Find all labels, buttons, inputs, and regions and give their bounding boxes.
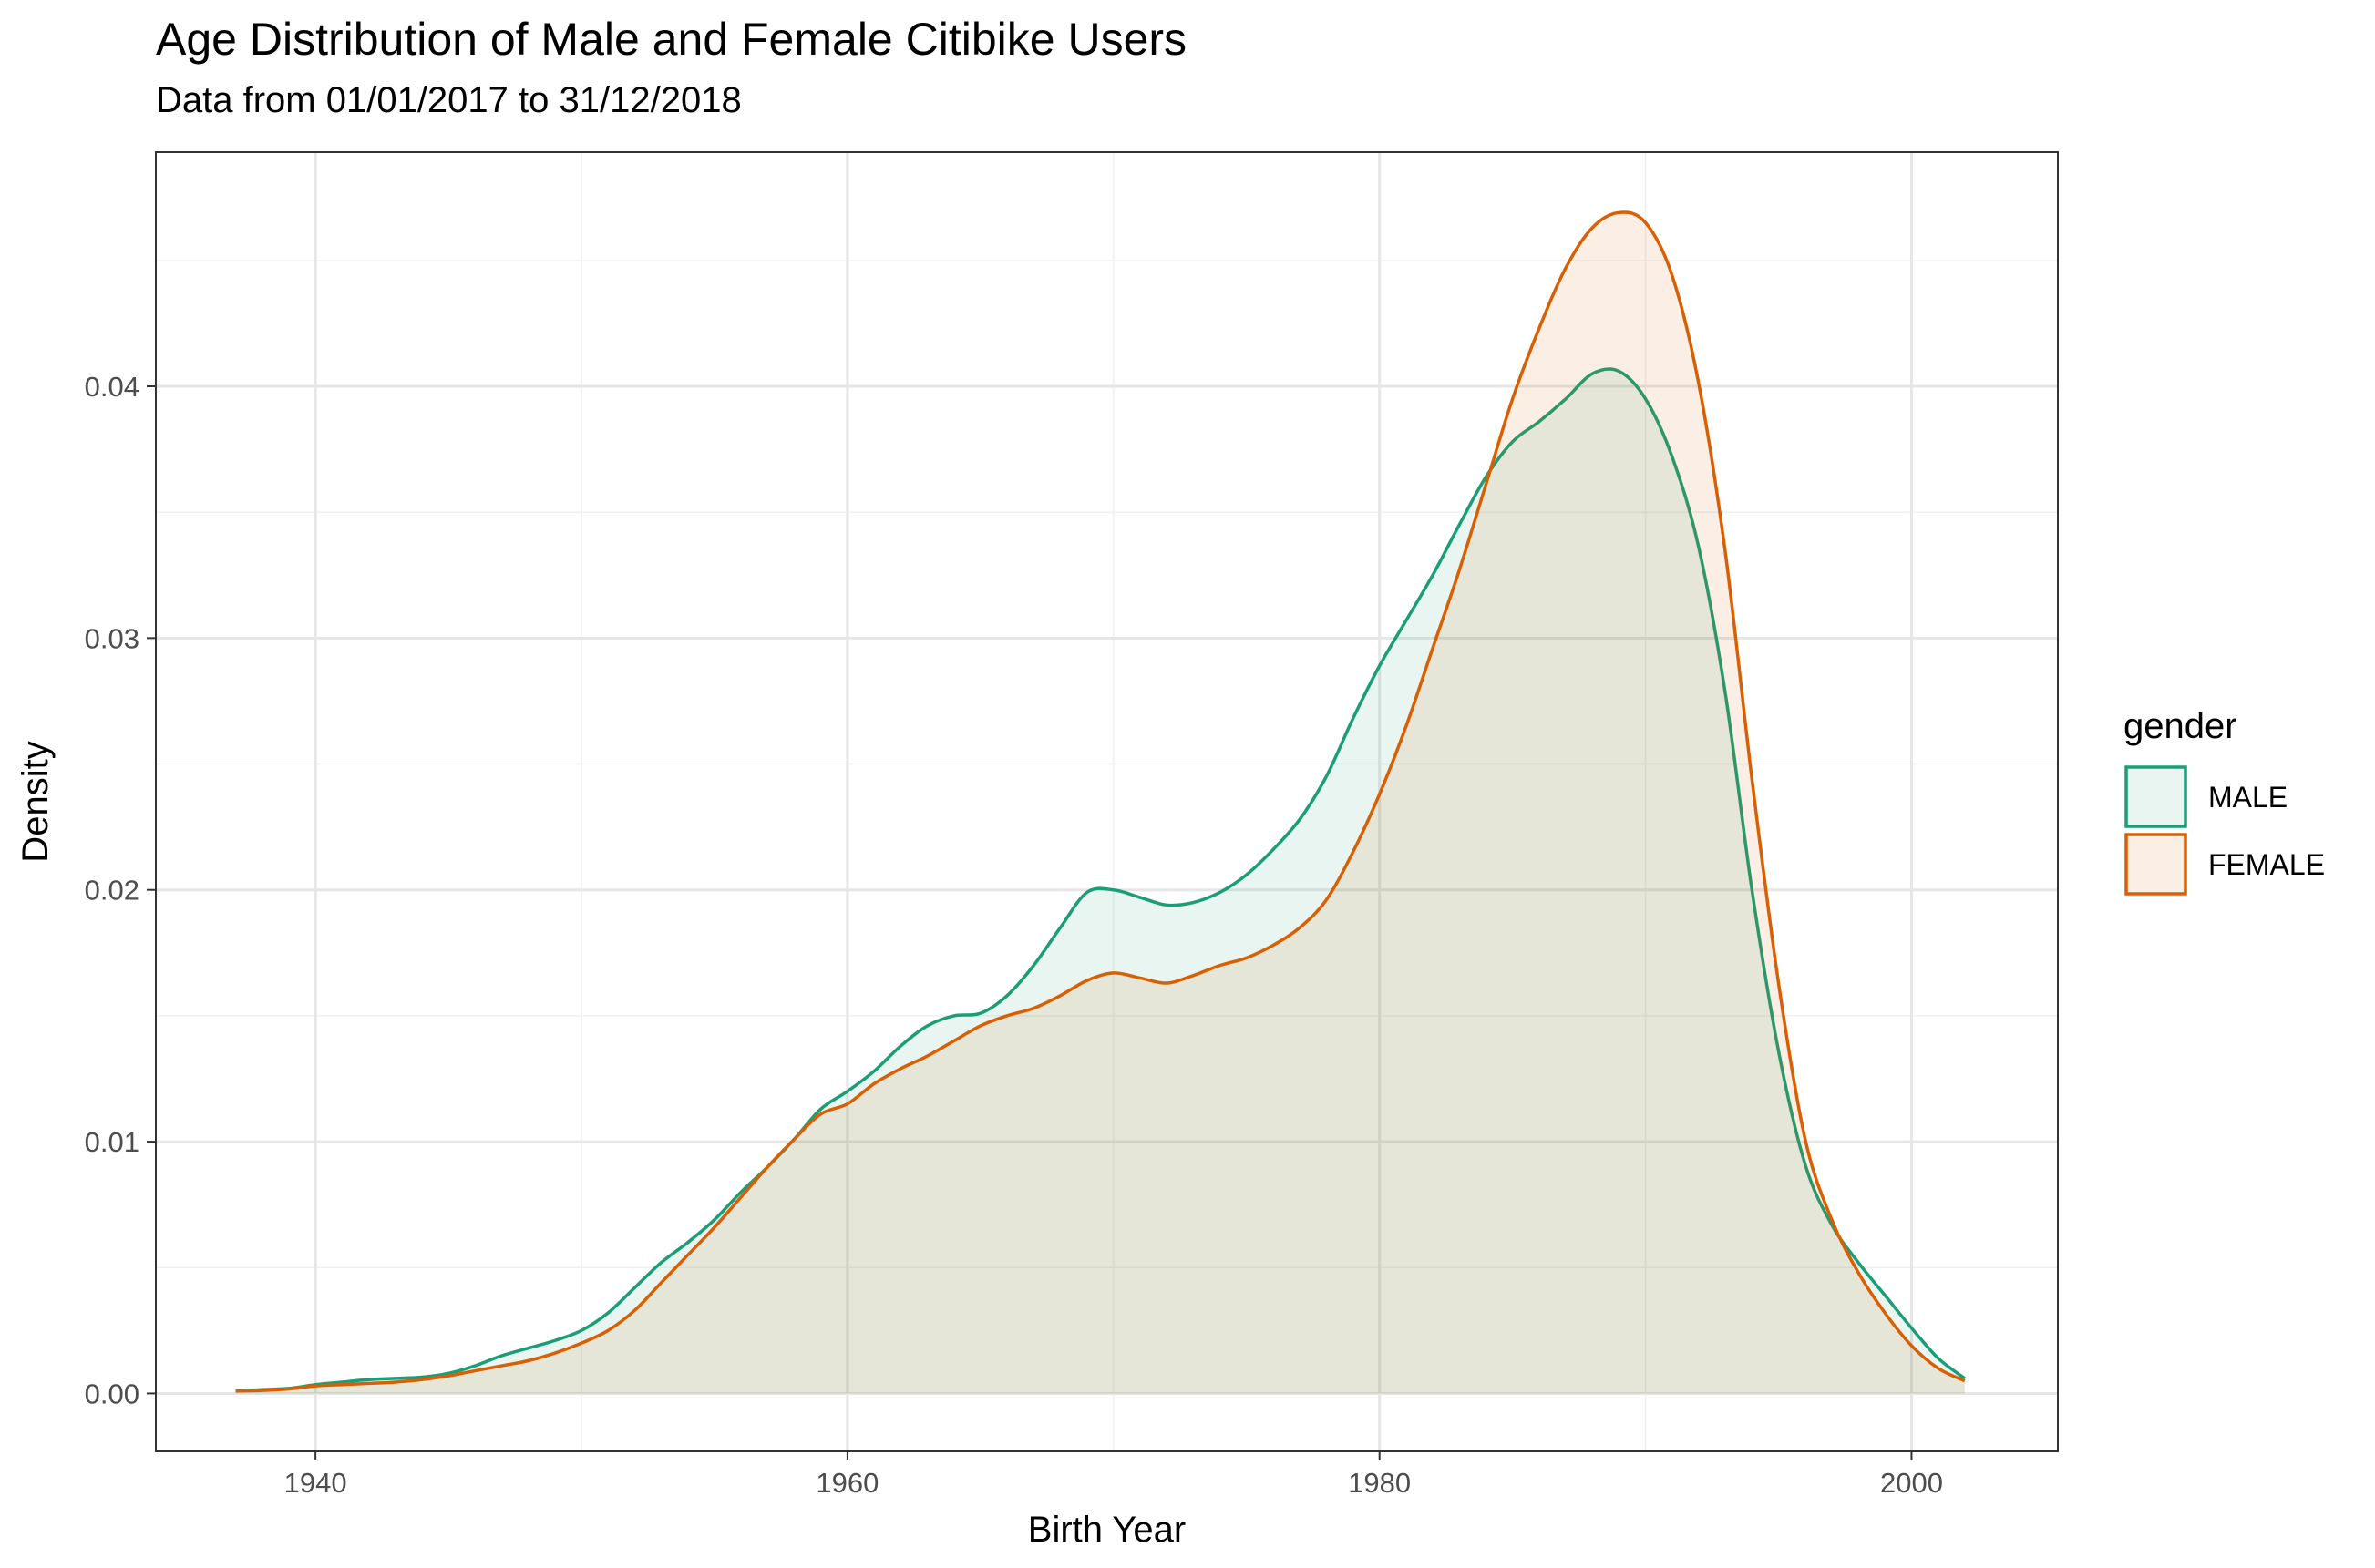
axis-ticks bbox=[147, 385, 1913, 1460]
density-area-female bbox=[235, 212, 1965, 1394]
y-tick-label: 0.02 bbox=[85, 875, 139, 907]
major-gridlines bbox=[156, 152, 2058, 1451]
y-tick-label: 0.04 bbox=[85, 371, 139, 403]
legend-key-male bbox=[2124, 765, 2187, 828]
x-axis-title: Birth Year bbox=[1028, 1510, 1186, 1550]
y-tick-label: 0.03 bbox=[85, 622, 139, 654]
legend-key-female bbox=[2124, 833, 2187, 896]
y-tick-label: 0.00 bbox=[85, 1378, 139, 1409]
y-tick-label: 0.01 bbox=[85, 1126, 139, 1158]
legend-label-male: MALE bbox=[2208, 781, 2288, 814]
legend-title: gender bbox=[2123, 706, 2237, 746]
x-tick-label: 1940 bbox=[284, 1467, 347, 1499]
x-tick-label: 1980 bbox=[1348, 1467, 1411, 1499]
legend: gender MALE FEMALE bbox=[2123, 706, 2325, 896]
chart-title: Age Distribution of Male and Female Citi… bbox=[156, 14, 1188, 65]
x-tick-label: 2000 bbox=[1880, 1467, 1943, 1499]
density-series bbox=[235, 210, 1966, 1394]
density-line-female bbox=[235, 210, 1966, 1393]
y-axis-title: Density bbox=[15, 741, 56, 862]
chart-subtitle: Data from 01/01/2017 to 31/12/2018 bbox=[156, 80, 742, 120]
density-area-male bbox=[235, 368, 1965, 1394]
plot-panel-border bbox=[155, 151, 2059, 1452]
x-tick-label: 1960 bbox=[816, 1467, 879, 1499]
density-line-male bbox=[235, 367, 1966, 1393]
legend-label-female: FEMALE bbox=[2208, 848, 2325, 881]
minor-gridlines bbox=[156, 152, 2058, 1451]
tick-labels: 1940 1960 1980 2000 0.00 0.01 0.02 0.03 0.04 bbox=[85, 371, 1943, 1499]
